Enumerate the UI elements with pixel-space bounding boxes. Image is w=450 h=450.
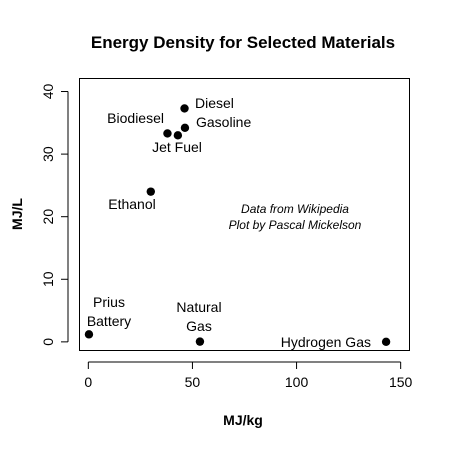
- data-point: [84, 330, 94, 339]
- label-diesel: Diesel: [195, 95, 234, 111]
- data-point: [381, 337, 391, 347]
- label-gasoline: Gasoline: [196, 114, 251, 130]
- label-hydrogen-gas: Hydrogen Gas: [281, 334, 371, 350]
- label-prius-line1: Prius: [93, 294, 125, 310]
- x-tick-label: 150: [389, 374, 413, 390]
- x-tick-label: 0: [84, 374, 92, 390]
- data-point: [195, 337, 205, 346]
- label-natural-gas-line2: Gas: [186, 318, 212, 334]
- y-tick-label: 10: [40, 271, 56, 287]
- x-tick-label: 50: [185, 374, 201, 390]
- data-point: [180, 104, 189, 113]
- label-prius-line2: Battery: [87, 313, 131, 329]
- x-axis-title: MJ/kg: [223, 412, 263, 428]
- y-tick-label: 20: [40, 209, 56, 225]
- x-axis: 0 50 100 150: [84, 361, 413, 390]
- data-points: [84, 104, 391, 347]
- y-axis-title: MJ/L: [9, 198, 25, 230]
- data-point: [146, 187, 155, 196]
- data-point: [163, 129, 172, 138]
- chart-title: Energy Density for Selected Materials: [91, 33, 395, 52]
- label-natural-gas-line1: Natural: [176, 299, 221, 315]
- point-labels: Diesel Gasoline Biodiesel Jet Fuel Ethan…: [87, 95, 371, 350]
- y-tick-label: 0: [40, 338, 56, 346]
- annotation-line-1: Data from Wikipedia: [241, 202, 349, 216]
- data-point: [173, 131, 183, 140]
- label-ethanol: Ethanol: [108, 196, 155, 212]
- annotation: Data from Wikipedia Plot by Pascal Micke…: [229, 202, 362, 232]
- label-biodiesel: Biodiesel: [107, 110, 164, 126]
- y-axis: 0 10 20 30 40: [40, 84, 69, 346]
- data-point: [180, 123, 190, 133]
- label-jet-fuel: Jet Fuel: [152, 139, 202, 155]
- annotation-line-2: Plot by Pascal Mickelson: [229, 218, 362, 232]
- y-tick-label: 40: [40, 84, 56, 100]
- y-tick-label: 30: [40, 146, 56, 162]
- x-tick-label: 100: [285, 374, 309, 390]
- plot-frame: [79, 78, 410, 351]
